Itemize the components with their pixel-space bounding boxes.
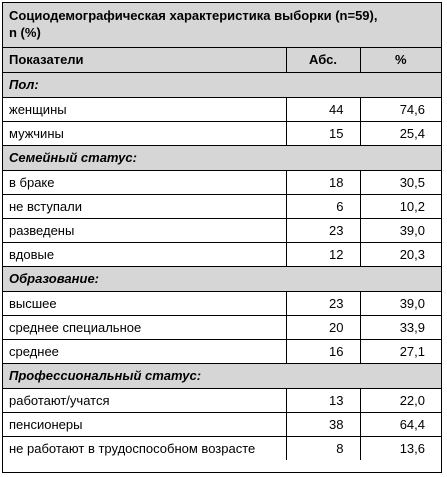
header-row: Показатели Абс. % [3, 48, 441, 73]
section-title: Профессиональный статус: [3, 363, 441, 389]
row-abs-value: 23 [285, 291, 360, 316]
data-table: Показатели Абс. % Пол: женщины 44 74,6 мужчи… [3, 48, 441, 460]
row-label: мужчины [3, 121, 286, 146]
table-row: вдовые 12 20,3 [3, 242, 441, 267]
column-header-indicator: Показатели [3, 48, 286, 73]
row-percent-value: 74,6 [359, 97, 441, 122]
section-row: Семейный статус: [3, 145, 441, 171]
row-percent-value: 20,3 [359, 242, 441, 267]
row-label: высшее [3, 291, 286, 316]
table-body: Пол: женщины 44 74,6 мужчины 15 25,4 Семейный с… [3, 72, 441, 460]
row-percent-value: 13,6 [359, 436, 441, 460]
row-abs-value: 12 [285, 242, 360, 267]
caption-line-1: Социодемографическая характеристика выбо… [9, 8, 378, 23]
section-title: Образование: [3, 266, 441, 292]
row-abs-value: 16 [285, 339, 360, 364]
row-label: среднее [3, 339, 286, 364]
table-row: среднее 16 27,1 [3, 339, 441, 364]
row-percent-value: 27,1 [359, 339, 441, 364]
table-row: мужчины 15 25,4 [3, 121, 441, 146]
row-percent-value: 39,0 [359, 291, 441, 316]
row-percent-value: 30,5 [359, 170, 441, 195]
row-abs-value: 13 [285, 388, 360, 413]
row-label: работают/учатся [3, 388, 286, 413]
row-percent-value: 25,4 [359, 121, 441, 146]
row-abs-value: 18 [285, 170, 360, 195]
row-percent-value: 22,0 [359, 388, 441, 413]
row-percent-value: 33,9 [359, 315, 441, 340]
table-caption: Социодемографическая характеристика выбо… [3, 3, 441, 48]
caption-line-2: n (%) [9, 25, 41, 40]
section-title: Пол: [3, 72, 441, 98]
column-header-abs: Абс. [285, 48, 360, 73]
table-row: женщины 44 74,6 [3, 97, 441, 122]
column-header-percent: % [359, 48, 441, 73]
table-row: пенсионеры 38 64,4 [3, 412, 441, 437]
row-percent-value: 39,0 [359, 218, 441, 243]
table-row: в браке 18 30,5 [3, 170, 441, 195]
table-row: работают/учатся 13 22,0 [3, 388, 441, 413]
row-label: среднее специальное [3, 315, 286, 340]
row-abs-value: 8 [285, 436, 360, 460]
section-row: Профессиональный статус: [3, 363, 441, 389]
row-abs-value: 15 [285, 121, 360, 146]
table-row: не вступали 6 10,2 [3, 194, 441, 219]
row-label: разведены [3, 218, 286, 243]
row-abs-value: 6 [285, 194, 360, 219]
row-label: не вступали [3, 194, 286, 219]
row-label: женщины [3, 97, 286, 122]
table-row: разведены 23 39,0 [3, 218, 441, 243]
table-row: не работают в трудоспособном возрасте 8 13… [3, 436, 441, 460]
section-row: Пол: [3, 72, 441, 98]
section-row: Образование: [3, 266, 441, 292]
row-label: пенсионеры [3, 412, 286, 437]
row-label: вдовые [3, 242, 286, 267]
row-label: в браке [3, 170, 286, 195]
row-label: не работают в трудоспособном возрасте [9, 440, 256, 456]
row-abs-value: 23 [285, 218, 360, 243]
table-row: среднее специальное 20 33,9 [3, 315, 441, 340]
section-title: Семейный статус: [3, 145, 441, 171]
table-row: высшее 23 39,0 [3, 291, 441, 316]
row-abs-value: 44 [285, 97, 360, 122]
table-container: Социодемографическая характеристика выбо… [2, 2, 442, 473]
row-abs-value: 20 [285, 315, 360, 340]
row-abs-value: 38 [285, 412, 360, 437]
row-percent-value: 10,2 [359, 194, 441, 219]
row-percent-value: 64,4 [359, 412, 441, 437]
